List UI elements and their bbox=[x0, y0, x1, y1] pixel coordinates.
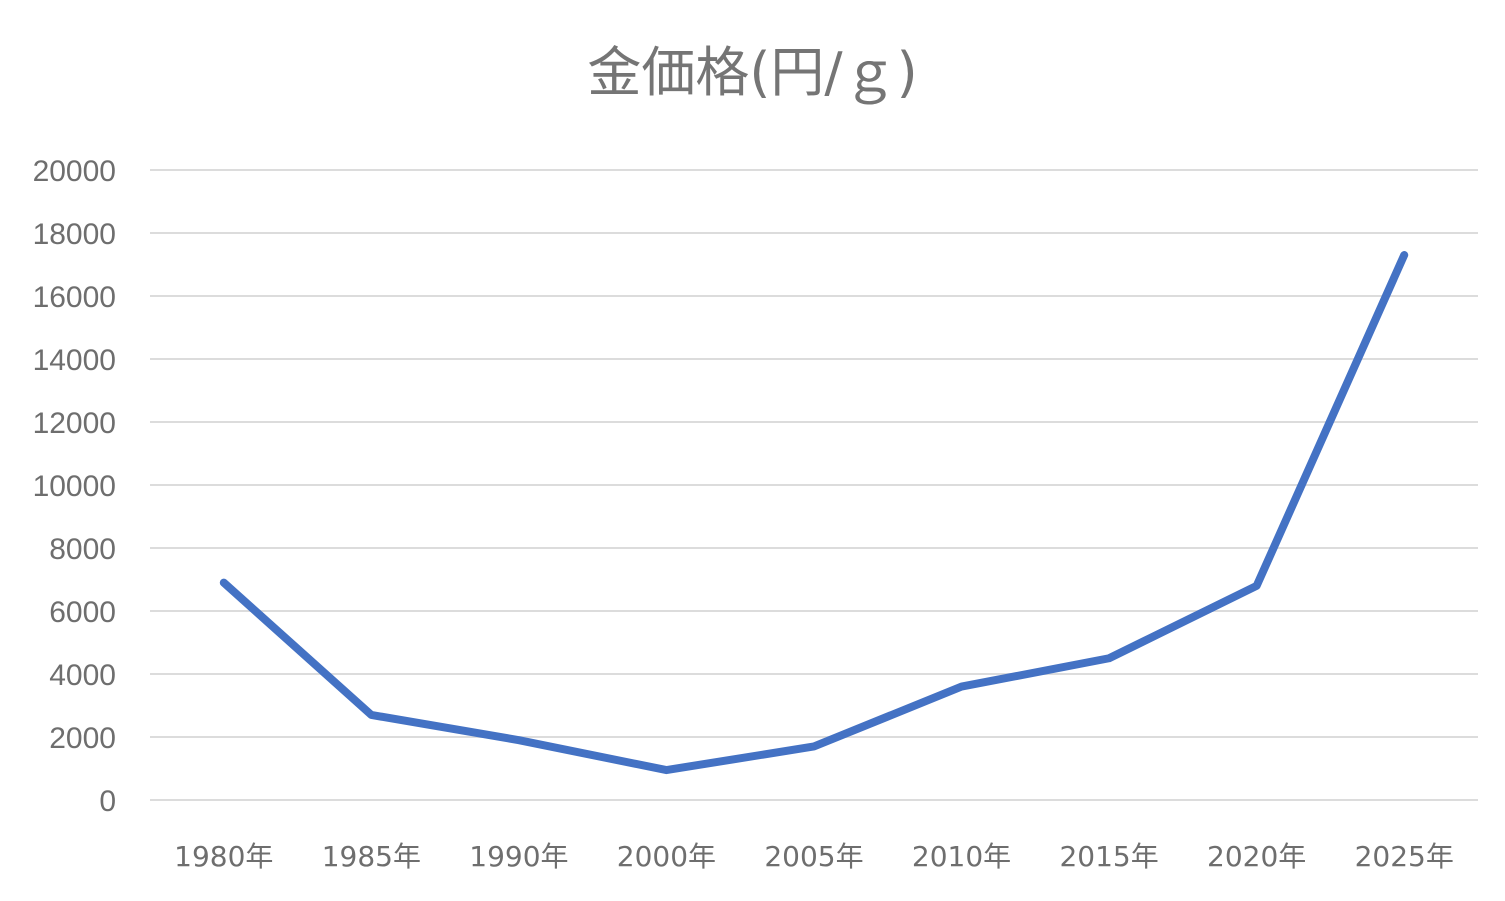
x-tick-label: 2015年 bbox=[1059, 840, 1158, 873]
chart-title: 金価格(円/ｇ) bbox=[587, 41, 918, 104]
y-tick-label: 18000 bbox=[33, 218, 116, 251]
y-tick-label: 2000 bbox=[49, 722, 116, 755]
y-tick-label: 8000 bbox=[49, 533, 116, 566]
y-tick-label: 4000 bbox=[49, 659, 116, 692]
series-line bbox=[219, 251, 1409, 775]
y-axis-ticks: 0 2000 4000 6000 8000 10000 12000 14000 16000 180… bbox=[33, 155, 116, 818]
y-tick-label: 6000 bbox=[49, 596, 116, 629]
y-tick-label: 20000 bbox=[33, 155, 116, 188]
x-tick-label: 1980年 bbox=[174, 840, 273, 873]
y-tick-label: 14000 bbox=[33, 344, 116, 377]
x-axis-ticks: 1980年 1985年 1990年 2000年 2005年 2010年 2015年 2020年… bbox=[174, 840, 1454, 873]
y-tick-label: 0 bbox=[99, 785, 116, 818]
x-tick-label: 1990年 bbox=[469, 840, 568, 873]
x-tick-label: 2025年 bbox=[1355, 840, 1454, 873]
y-tick-label: 16000 bbox=[33, 281, 116, 314]
series-layer bbox=[219, 251, 1409, 775]
y-tick-label: 12000 bbox=[33, 407, 116, 440]
x-tick-label: 2000年 bbox=[617, 840, 716, 873]
x-tick-label: 2020年 bbox=[1207, 840, 1306, 873]
x-tick-label: 1985年 bbox=[322, 840, 421, 873]
x-tick-label: 2010年 bbox=[912, 840, 1011, 873]
x-tick-label: 2005年 bbox=[764, 840, 863, 873]
gridlines bbox=[150, 169, 1478, 801]
y-tick-label: 10000 bbox=[33, 470, 116, 503]
